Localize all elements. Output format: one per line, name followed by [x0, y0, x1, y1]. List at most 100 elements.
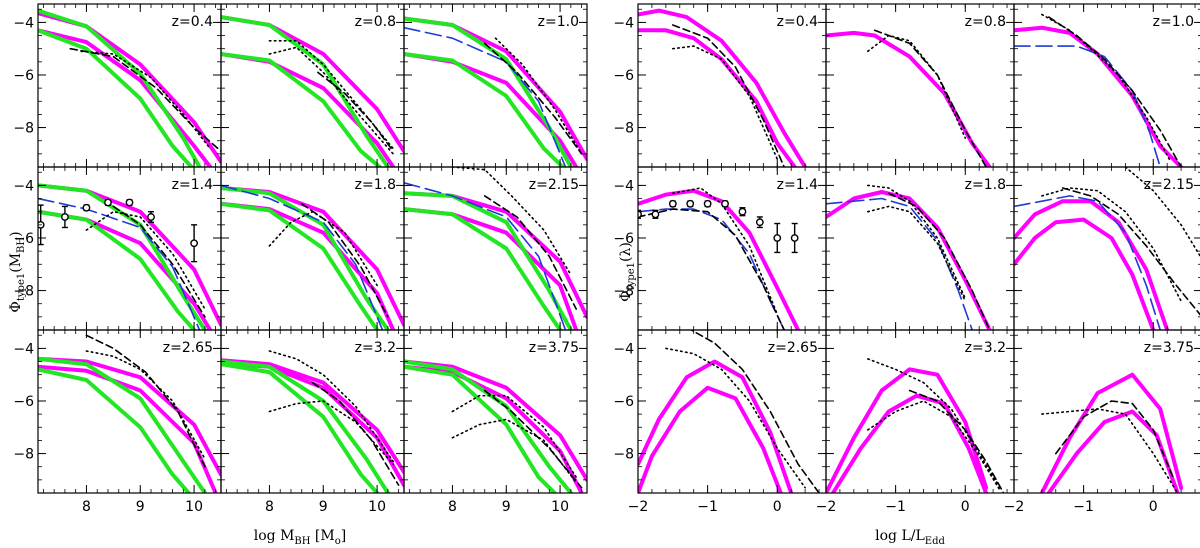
x-tick-label: 10: [368, 499, 386, 515]
x-tick-label: −1: [885, 499, 906, 515]
redshift-label: z=2.15: [1144, 177, 1194, 193]
series-line-green-upper: [38, 8, 202, 167]
data-point: [147, 213, 155, 221]
y-tick-label: −6: [613, 394, 634, 410]
series-line-short-dashed: [483, 389, 583, 489]
redshift-label: z=1.8: [355, 177, 396, 193]
data-point: [738, 207, 747, 216]
left-y-axis-title-sub: type1: [16, 273, 27, 301]
redshift-label: z=3.2: [965, 340, 1006, 356]
series-line-magenta-upper: [638, 359, 794, 493]
x-tick-label: −2: [1004, 499, 1025, 515]
series-line-green-upper: [221, 15, 390, 167]
panel-curves: [404, 359, 587, 493]
data-point: [668, 199, 677, 208]
redshift-label: z=3.75: [529, 340, 579, 356]
data-point: [703, 199, 712, 208]
series-line-dotted: [1041, 408, 1179, 493]
left-panel-z3-2: 8 9 10 z=3.2: [220, 329, 405, 515]
left-panel-z1-4: −4 −6 −8 z=1.4: [13, 166, 222, 331]
left-panel-z1-8: z=1.8: [220, 166, 405, 331]
data-point: [790, 234, 799, 242]
series-line-green-lower: [38, 28, 194, 167]
x-tick-label: 0: [773, 499, 782, 515]
left-panel-z0-4: −4 −6 −8 z=0.4: [13, 3, 222, 168]
y-tick-label: −4: [13, 341, 34, 357]
series-line-magenta-lower: [221, 201, 396, 330]
y-tick-label: −8: [613, 447, 634, 463]
y-tick-label: −6: [613, 231, 634, 247]
panel-curves: [221, 15, 404, 167]
series-line-short-dashed: [873, 29, 987, 167]
series-line-dotted: [451, 394, 577, 478]
y-tick-label: −6: [13, 68, 34, 84]
series-line-dotted: [494, 37, 583, 155]
series-line-dash-dot: [689, 330, 820, 493]
x-tick-label: 9: [319, 499, 328, 515]
redshift-label: z=1.0: [1153, 14, 1194, 30]
data-point: [190, 239, 198, 248]
series-line-magenta-lower: [38, 28, 213, 167]
series-line-green-upper: [38, 356, 207, 493]
panel-curves: [38, 183, 221, 330]
series-line-short-dashed: [317, 71, 394, 152]
panel-curves: [638, 187, 801, 330]
x-tick-label: 8: [448, 499, 457, 515]
panel-curves: [638, 8, 808, 167]
panel-curves: [1039, 372, 1184, 493]
x-tick-label: 10: [185, 499, 203, 515]
y-tick-label: −8: [613, 121, 634, 137]
x-tick-label: 10: [551, 499, 569, 515]
series-line-dotted-lower: [451, 418, 577, 484]
y-tick-label: −4: [13, 178, 34, 194]
series-line-short-dashed: [112, 205, 206, 318]
redshift-label: z=0.4: [172, 14, 213, 30]
right-panel-grid: −4 −6 −8 z=0.4 z=0.8 z=1.0 −4 −6 −8 z=1.4 z=1.8 z=2…: [613, 3, 1200, 515]
series-line-dash-dot: [85, 334, 206, 468]
x-tick-label: 9: [502, 499, 511, 515]
series-line-short-dashed: [1061, 187, 1200, 316]
right-panel-z3-2: −2 −1 0 z=3.2: [816, 329, 1015, 515]
series-line-dotted: [80, 50, 211, 150]
right-x-axis-title: log L/LEdd: [875, 528, 945, 547]
y-tick-label: −4: [13, 15, 34, 31]
panel-curves: [404, 16, 587, 167]
data-point: [651, 210, 660, 219]
y-tick-label: −6: [13, 394, 34, 410]
redshift-label: z=3.75: [1144, 340, 1194, 356]
right-panel-z2-65: −4 −6 −8 −2 −1 0 z=2.65: [613, 329, 827, 515]
series-line-dotted: [1041, 187, 1182, 302]
series-line-dotted-lower: [268, 46, 394, 155]
series-line-long-dashed: [826, 197, 973, 330]
right-y-axis-title: Φtype1(λ): [618, 242, 637, 302]
left-panel-z3-75: 8 9 10 z=3.75: [403, 329, 588, 515]
series-line-long-dashed: [404, 182, 567, 330]
series-line-dotted-upper: [1124, 167, 1200, 258]
panel-curves: [826, 184, 992, 330]
redshift-label: z=1.4: [777, 177, 818, 193]
data-point: [61, 213, 69, 221]
series-line-short-dashed: [908, 389, 1005, 493]
series-line-green-upper: [404, 359, 573, 493]
series-line-long-dashed: [38, 197, 201, 330]
series-line-magenta-upper: [221, 358, 404, 474]
left-x-axis-title: log MBH [Mo]: [254, 528, 346, 547]
right-panel-z0-4: −4 −6 −8 z=0.4: [613, 3, 827, 168]
redshift-label: z=0.4: [777, 14, 818, 30]
redshift-label: z=1.8: [965, 177, 1006, 193]
series-line-dotted: [1041, 13, 1172, 163]
series-line-green-lower: [38, 367, 191, 493]
panel-curves: [826, 358, 1005, 493]
data-point: [686, 199, 695, 208]
x-tick-label: −2: [816, 499, 837, 515]
series-line-dotted: [85, 210, 206, 310]
right-y-axis-title-sub: type1: [626, 262, 637, 290]
right-panel-z0-8: z=0.8: [825, 3, 1015, 168]
data-point: [104, 198, 112, 207]
series-line-green-lower: [38, 209, 197, 330]
y-tick-label: −8: [13, 447, 34, 463]
right-panel-z1-8: z=1.8: [825, 166, 1015, 331]
y-tick-label: −8: [13, 284, 34, 300]
left-panel-grid: −4 −6 −8 z=0.4 z=0.8 z=1.0 −4 −6 −8 z=1.4 z=1.8 z=2…: [13, 3, 588, 515]
